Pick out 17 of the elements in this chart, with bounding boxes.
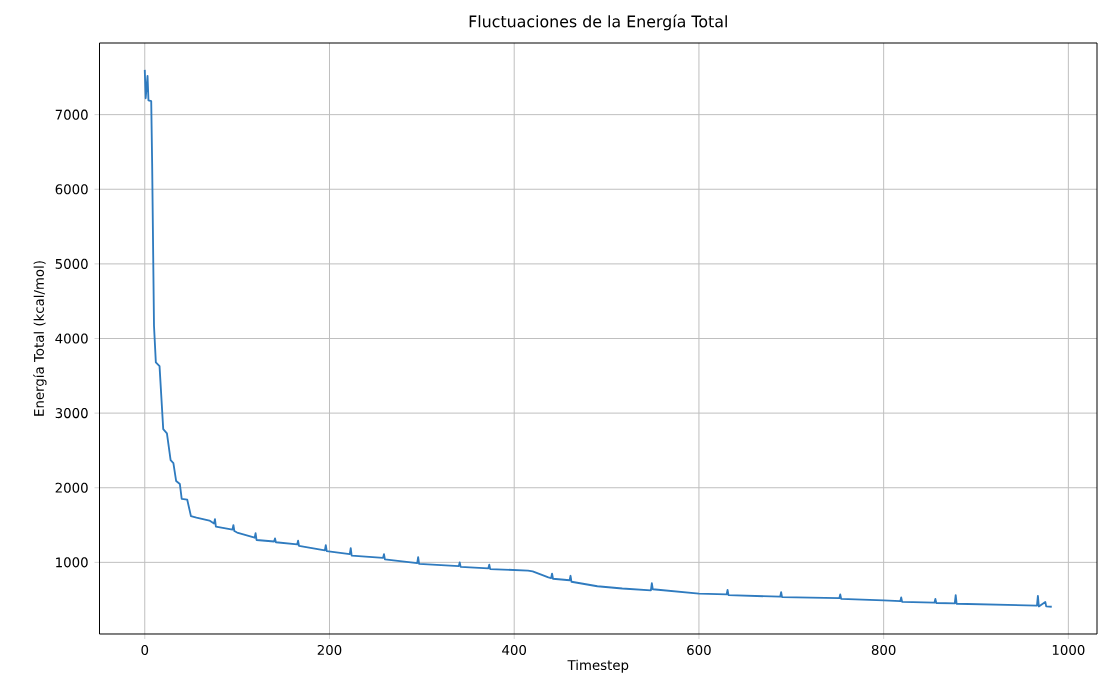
y-tick-label: 5000 (55, 258, 88, 269)
y-tick-label: 1000 (56, 557, 88, 568)
x-tick-label: 600 (687, 644, 711, 655)
line-series (143, 68, 1053, 608)
x-tick-label: 1000 (1052, 644, 1085, 655)
y-tick-label: 6000 (55, 184, 88, 195)
x-tick-label: 200 (317, 644, 342, 655)
x-tick-label: 0 (141, 644, 149, 655)
y-tick-label: 3000 (55, 408, 88, 419)
y-axis-title: Energía Total (kcal/mol) (33, 261, 47, 416)
chart-title: Fluctuaciones de la Energía Total (469, 14, 727, 31)
x-tick-label: 400 (502, 644, 527, 655)
y-tick-label: 2000 (55, 482, 88, 493)
x-tick-label: 800 (871, 644, 896, 655)
y-tick-label: 4000 (55, 333, 88, 344)
x-axis-title: Timestep (567, 659, 629, 673)
y-tick-label: 7000 (55, 109, 88, 120)
